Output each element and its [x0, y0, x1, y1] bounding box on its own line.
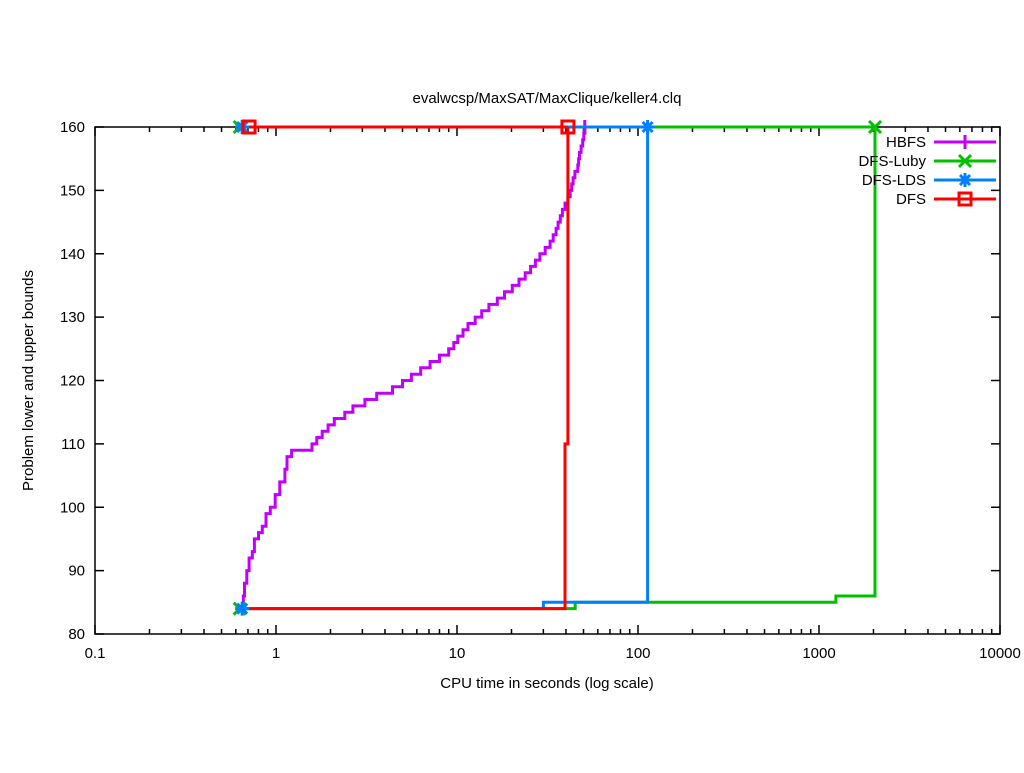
- asterisk-marker: [235, 601, 250, 616]
- y-tick-label: 100: [60, 499, 85, 516]
- x-tick-label: 1: [272, 645, 280, 662]
- y-tick-label: 160: [60, 119, 85, 136]
- series-dfs-lds: [235, 120, 655, 616]
- asterisk-marker: [958, 173, 972, 187]
- legend-entry-dfs-lds: DFS-LDS: [862, 172, 996, 189]
- asterisk-marker: [640, 120, 655, 134]
- square-marker: [560, 119, 576, 135]
- legend-entry-dfs: DFS: [896, 191, 996, 208]
- lower-bound-line: [249, 127, 570, 611]
- lower-bound-line: [239, 127, 877, 611]
- legend-label: DFS-Luby: [858, 153, 926, 170]
- x-tick-label: 1000: [802, 645, 835, 662]
- plot-series: [232, 119, 883, 616]
- legend-label: HBFS: [886, 134, 926, 151]
- series-dfs-luby: [232, 119, 883, 616]
- square-marker: [957, 191, 973, 207]
- series-hbfs: [241, 120, 592, 611]
- legend-entry-hbfs: HBFS: [886, 134, 996, 151]
- x-tick-label: 10: [449, 645, 466, 662]
- y-tick-label: 120: [60, 373, 85, 390]
- cross-marker: [867, 119, 883, 135]
- lower-bound-line: [242, 127, 650, 611]
- x-axis-label: CPU time in seconds (log scale): [440, 675, 653, 692]
- legend: HBFS DFS-Luby DFS-LDS DFS: [858, 134, 996, 208]
- x-tick-label: 10000: [979, 645, 1021, 662]
- chart-title: evalwcsp/MaxSAT/MaxClique/keller4.clq: [413, 90, 682, 107]
- x-tick-label: 100: [625, 645, 650, 662]
- legend-label: DFS-LDS: [862, 172, 926, 189]
- legend-entry-dfs-luby: DFS-Luby: [858, 153, 996, 170]
- y-tick-label: 130: [60, 309, 85, 326]
- cross-marker: [957, 153, 973, 169]
- plus-marker: [958, 135, 972, 149]
- series-dfs: [241, 119, 576, 611]
- y-axis-label: Problem lower and upper bounds: [20, 270, 37, 491]
- y-tick-label: 110: [61, 436, 85, 453]
- square-marker: [241, 119, 257, 135]
- y-tick-label: 90: [68, 563, 85, 580]
- y-tick-label: 80: [68, 626, 85, 643]
- plot-border: [94, 126, 1001, 635]
- axes: 0.1 1 10 100 1000 100008090100110120130140150…: [60, 119, 1021, 662]
- y-tick-label: 150: [60, 182, 85, 199]
- x-tick-label: 0.1: [85, 645, 106, 662]
- y-tick-label: 140: [60, 246, 85, 263]
- legend-label: DFS: [896, 191, 926, 208]
- lower-bound-line: [241, 127, 587, 611]
